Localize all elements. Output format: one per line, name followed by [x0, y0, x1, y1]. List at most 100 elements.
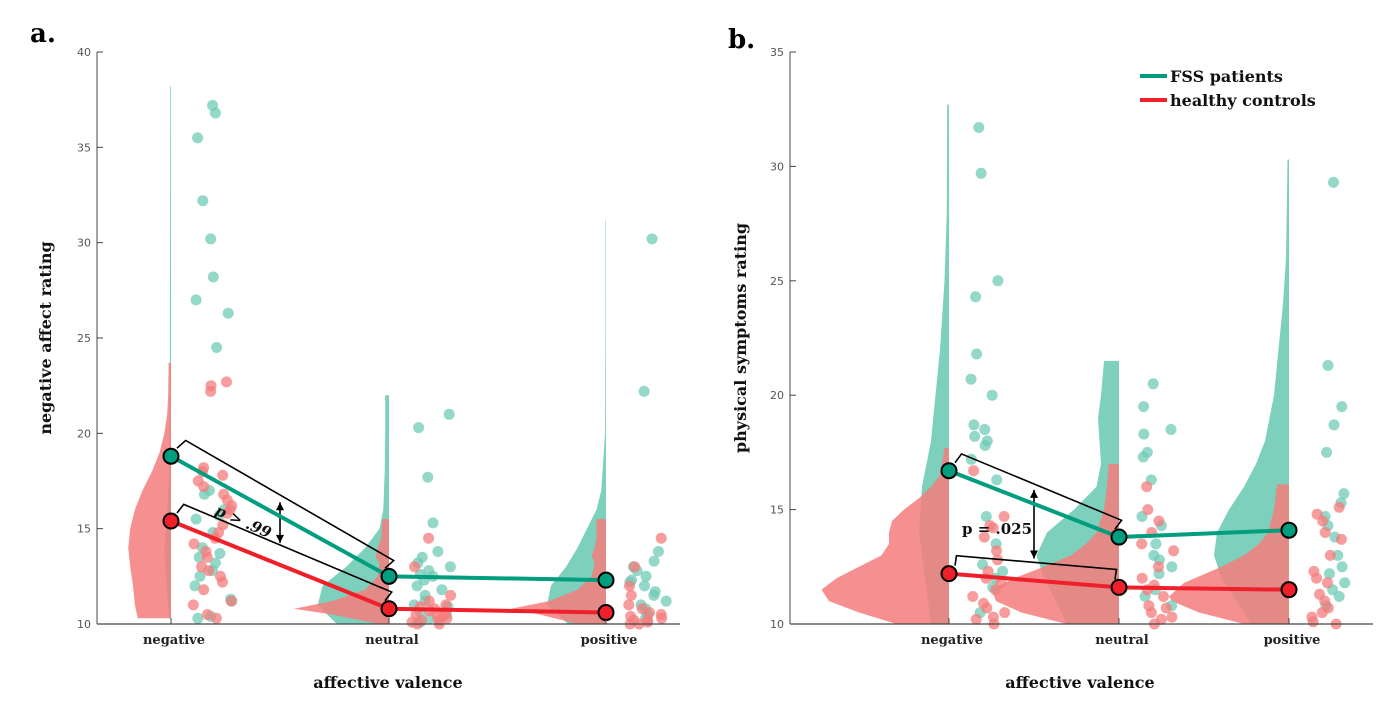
point-fss — [639, 580, 650, 592]
point-fss — [646, 233, 658, 245]
point-hc — [409, 561, 421, 573]
point-hc — [1160, 602, 1172, 614]
point-fss — [190, 294, 202, 306]
point-hc — [998, 511, 1010, 522]
point-hc — [1307, 616, 1319, 628]
mean-marker-hc-positive — [597, 604, 615, 622]
mean-marker-hc-negative — [940, 565, 958, 583]
y-tick-label: 15 — [770, 504, 784, 517]
point-fss — [197, 195, 209, 207]
mean-marker-hc-neutral — [1110, 578, 1128, 596]
point-hc — [1153, 561, 1164, 573]
point-fss — [1333, 591, 1345, 602]
point-hc — [1319, 527, 1331, 538]
point-fss — [970, 291, 982, 303]
point-hc — [978, 531, 990, 543]
point-hc — [967, 591, 979, 602]
point-hc — [201, 609, 213, 620]
point-fss — [444, 561, 456, 573]
point-fss — [205, 233, 217, 245]
mean-marker-fss-neutral — [1110, 528, 1128, 546]
point-fss — [968, 419, 980, 431]
point-hc — [1166, 611, 1178, 623]
point-fss — [979, 440, 991, 451]
point-hc — [1153, 515, 1165, 527]
point-fss — [991, 474, 1003, 486]
x-tick-label: positive — [1264, 633, 1321, 648]
point-fss — [436, 584, 448, 596]
point-fss — [980, 511, 992, 522]
point-fss — [207, 271, 219, 283]
point-hc — [187, 599, 199, 611]
point-hc — [431, 610, 443, 622]
y-tick-label: 35 — [770, 46, 784, 59]
mean-marker-fss-positive — [1280, 521, 1298, 539]
point-hc — [1136, 572, 1148, 584]
p-value-annotation: p = .025 — [962, 520, 1032, 538]
x-tick-label: negative — [143, 633, 205, 648]
point-fss — [992, 275, 1004, 287]
arrow-head-up — [276, 502, 284, 511]
y-tick-labels: 10 15 20 25 30 35 40 — [77, 46, 91, 631]
point-hc — [655, 532, 667, 544]
point-hc — [445, 589, 457, 601]
legend-label-hc: healthy controls — [1170, 91, 1316, 110]
y-tick-label: 15 — [77, 523, 91, 536]
point-hc — [656, 612, 668, 624]
point-fss — [640, 570, 652, 582]
y-tick-labels: 10 15 20 25 30 35 — [770, 46, 784, 631]
y-tick-label: 25 — [77, 332, 91, 345]
x-tick-label: neutral — [1095, 633, 1148, 648]
point-fss — [1321, 446, 1333, 458]
point-hc — [625, 589, 637, 601]
y-tick-label: 30 — [770, 160, 784, 173]
point-hc — [1316, 607, 1328, 619]
mean-marker-fss-negative — [940, 462, 958, 480]
x-tick-label: negative — [921, 633, 983, 648]
point-hc — [1317, 515, 1329, 527]
point-fss — [432, 546, 444, 557]
point-fss — [648, 555, 660, 567]
point-fss — [969, 430, 981, 442]
violin-hc-positive — [511, 519, 606, 624]
point-fss — [975, 167, 987, 179]
point-fss — [427, 517, 439, 529]
point-fss — [1338, 488, 1350, 500]
point-fss — [189, 580, 201, 592]
point-hc — [999, 607, 1011, 619]
point-fss — [1322, 360, 1334, 371]
point-hc — [1322, 577, 1333, 589]
point-hc — [205, 385, 217, 397]
point-hc — [210, 612, 222, 624]
point-fss — [209, 107, 221, 119]
x-tick-label: positive — [581, 633, 638, 648]
x-tick-labels: negative neutral positive — [143, 633, 637, 648]
panel-b-label: b. — [728, 25, 755, 55]
y-tick-label: 40 — [77, 46, 91, 59]
point-fss — [1166, 561, 1178, 573]
scatter-points — [965, 122, 1351, 630]
point-fss — [413, 422, 425, 434]
mean-marker-hc-neutral — [380, 600, 398, 618]
mean-marker-fss-negative — [162, 447, 180, 465]
point-fss — [1165, 424, 1177, 435]
point-fss — [443, 408, 455, 420]
point-hc — [987, 522, 999, 534]
y-tick-label: 10 — [770, 618, 784, 631]
point-hc — [1168, 545, 1180, 557]
point-hc — [1141, 481, 1153, 493]
point-hc — [623, 599, 635, 611]
point-fss — [194, 570, 206, 582]
point-fss — [1336, 401, 1348, 413]
point-fss — [1328, 419, 1340, 431]
point-fss — [965, 373, 977, 385]
point-hc — [221, 507, 233, 519]
legend-label-fss: FSS patients — [1170, 67, 1283, 86]
y-tick-label: 30 — [77, 237, 91, 250]
point-hc — [624, 580, 635, 592]
point-hc — [217, 576, 228, 588]
legend: FSS patients healthy controls — [1140, 67, 1316, 110]
panel-a: a. 10 15 20 25 30 35 40 negative neutral positiv… — [30, 19, 680, 692]
point-hc — [1157, 591, 1169, 602]
